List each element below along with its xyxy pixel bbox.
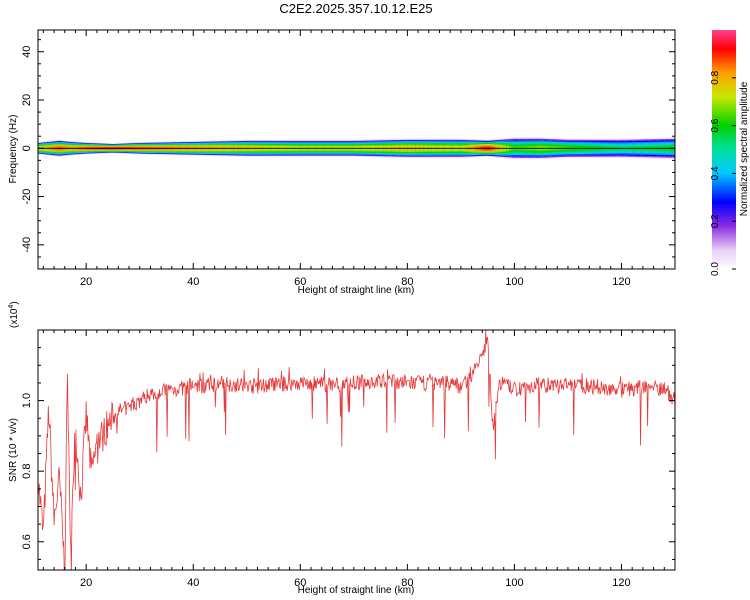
snr-y-multiplier-exponent: 4 xyxy=(8,305,15,309)
figure-title: C2E2.2025.357.10.12.E25 xyxy=(279,1,432,16)
snr-x-tick-label: 60 xyxy=(294,577,306,589)
spectrogram-y-tick-label: -20 xyxy=(21,189,33,205)
snr-x-axis-label: Height of straight line (km) xyxy=(298,585,415,596)
snr-background xyxy=(38,330,675,570)
spectrogram-y-tick-label: 20 xyxy=(21,94,33,106)
snr-x-tick-label: 40 xyxy=(187,577,199,589)
snr-panel: 20 40 60 80 100 120 0.6 0.8 1.0 Height of strai… xyxy=(8,301,676,596)
colorbar-tick-label: 0.2 xyxy=(710,214,721,228)
snr-y-tick-label: 1.0 xyxy=(21,393,33,408)
snr-x-tick-label: 100 xyxy=(505,577,523,589)
spectrogram-x-tick-label: 100 xyxy=(505,276,523,288)
colorbar-label: Normalized spectral amplitude xyxy=(739,81,750,216)
spectrogram-x-axis-label: Height of straight line (km) xyxy=(298,285,415,296)
colorbar-tick-label: 0.8 xyxy=(710,70,721,84)
spectrogram-x-ticks: 20 40 60 80 100 120 xyxy=(42,30,676,288)
spectrogram-x-tick-label: 80 xyxy=(401,276,413,288)
snr-y-tick-label: 0.6 xyxy=(21,534,33,549)
snr-y-ticks: 0.6 0.8 1.0 xyxy=(21,329,675,560)
spectrogram-y-tick-label: 0 xyxy=(21,145,33,151)
spectrogram-y-tick-label: 40 xyxy=(21,46,33,58)
spectrogram-x-tick-label: 60 xyxy=(294,276,306,288)
spectrogram-band xyxy=(38,137,675,160)
snr-y-multiplier-base: (x10 xyxy=(9,308,20,328)
colorbar-tick-label: 0.6 xyxy=(710,118,721,132)
colorbar-tick-label: 0.0 xyxy=(710,262,721,276)
colorbar-scale xyxy=(712,30,736,269)
colorbar: 0.0 0.2 0.4 0.6 0.8 Normalized spectral ampl… xyxy=(710,30,750,276)
spectrogram-y-tick-label: -40 xyxy=(21,237,33,253)
spectrogram-y-ticks: -40 -20 0 20 40 xyxy=(21,39,675,258)
spectrogram-x-tick-label: 40 xyxy=(187,276,199,288)
snr-y-multiplier-close: ) xyxy=(9,301,20,304)
snr-y-axis-label: SNR (10 * v/v) xyxy=(8,418,19,482)
snr-x-ticks: 20 40 60 80 100 120 xyxy=(42,330,676,589)
snr-frame xyxy=(37,329,676,571)
spectrogram-y-axis-label: Frequency (Hz) xyxy=(8,115,19,184)
snr-series-line xyxy=(38,330,675,570)
colorbar-ticks: 0.0 0.2 0.4 0.6 0.8 xyxy=(710,70,736,276)
snr-y-multiplier: (x104) xyxy=(8,301,20,328)
snr-y-tick-label: 0.8 xyxy=(21,464,33,479)
spectrogram-frame xyxy=(37,29,676,270)
snr-x-tick-label: 20 xyxy=(80,577,92,589)
colorbar-tick-label: 0.4 xyxy=(710,166,721,180)
spectrogram-x-tick-label: 120 xyxy=(612,276,630,288)
spectrogram-panel: 20 40 60 80 100 120 -40 -20 0 20 40 Height of str… xyxy=(8,29,676,296)
snr-x-tick-label: 120 xyxy=(612,577,630,589)
snr-x-tick-label: 80 xyxy=(401,577,413,589)
spectrogram-x-tick-label: 20 xyxy=(80,276,92,288)
